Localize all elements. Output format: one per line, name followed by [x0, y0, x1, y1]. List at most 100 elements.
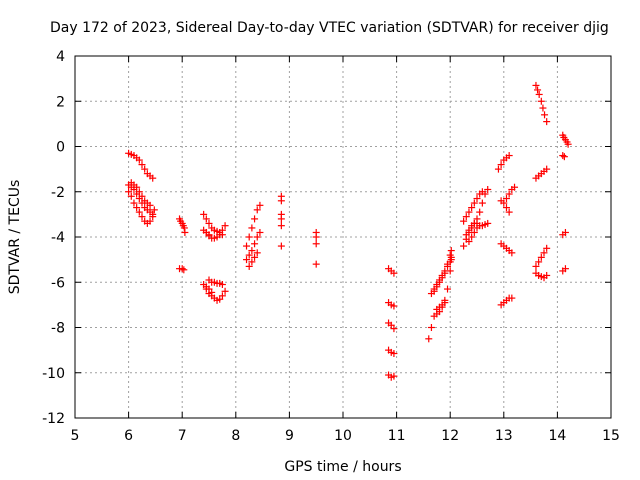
x-tick-label: 13 — [495, 428, 513, 444]
data-point — [559, 152, 567, 160]
data-point — [248, 247, 256, 255]
data-point — [497, 161, 505, 169]
data-point — [150, 206, 158, 214]
data-point — [473, 224, 481, 232]
x-tick-label: 5 — [71, 428, 80, 444]
data-point — [543, 271, 551, 279]
data-point — [541, 111, 549, 119]
data-point — [543, 118, 551, 126]
data-point — [543, 165, 551, 173]
data-point — [146, 201, 154, 209]
data-point — [537, 97, 545, 105]
data-point — [312, 240, 320, 248]
data-point — [390, 350, 398, 358]
x-tick-label: 15 — [602, 428, 620, 444]
y-tick-label: -2 — [51, 185, 65, 201]
data-point — [508, 249, 516, 257]
chart-title: Day 172 of 2023, Sidereal Day-to-day VTE… — [50, 20, 609, 36]
data-point — [465, 238, 473, 246]
data-point — [277, 222, 285, 230]
data-point — [505, 152, 513, 160]
data-point — [149, 213, 157, 221]
y-tick-label: 4 — [56, 49, 65, 65]
data-point — [218, 226, 226, 234]
data-point — [540, 249, 548, 257]
data-point — [502, 204, 510, 212]
data-point — [502, 195, 510, 203]
data-point — [312, 233, 320, 241]
y-axis-label: SDTVAR / TECUs — [7, 180, 23, 295]
data-point — [205, 231, 213, 239]
data-point — [248, 258, 256, 266]
data-point — [446, 251, 454, 259]
data-point — [468, 233, 476, 241]
y-tick-label: -10 — [42, 366, 65, 382]
data-point — [561, 265, 569, 273]
data-point — [245, 233, 253, 241]
data-point — [505, 190, 513, 198]
data-point — [205, 219, 213, 227]
data-point — [130, 199, 138, 207]
y-tick-label: -6 — [51, 275, 65, 291]
data-point — [460, 217, 468, 225]
y-tick-label: -4 — [51, 230, 65, 246]
data-point — [218, 281, 226, 289]
axis-ticks: 5 6 7 8 9 10 11 12 13 14 15 -12 -10 -8 -6 -4 -2 0 2 4 — [42, 49, 620, 444]
data-point — [390, 372, 398, 380]
data-point — [135, 188, 143, 196]
x-tick-label: 11 — [388, 428, 406, 444]
data-point — [138, 192, 146, 200]
data-point — [312, 260, 320, 268]
data-point — [256, 228, 264, 236]
data-point — [441, 299, 449, 307]
data-point — [253, 233, 261, 241]
data-point — [508, 294, 516, 302]
x-tick-label: 7 — [178, 428, 187, 444]
data-point — [243, 256, 251, 264]
data-point — [438, 274, 446, 282]
data-point — [465, 226, 473, 234]
x-tick-label: 12 — [441, 428, 459, 444]
data-point — [141, 165, 149, 173]
data-point — [138, 161, 146, 169]
x-tick-label: 6 — [124, 428, 133, 444]
y-tick-label: 0 — [56, 140, 65, 156]
data-point — [277, 215, 285, 223]
data-point — [444, 260, 452, 268]
data-point — [447, 247, 455, 255]
x-tick-label: 14 — [548, 428, 566, 444]
data-point — [138, 213, 146, 221]
data-point — [146, 217, 154, 225]
data-point — [478, 199, 486, 207]
data-point — [218, 292, 226, 300]
data-point — [256, 201, 264, 209]
data-point — [251, 215, 259, 223]
data-point — [462, 231, 470, 239]
data-point — [534, 86, 542, 94]
data-point — [484, 185, 492, 193]
data-point — [243, 242, 251, 250]
data-point — [433, 283, 441, 291]
data-point — [460, 242, 468, 250]
data-point — [539, 104, 547, 112]
data-point — [135, 156, 143, 164]
data-point — [216, 231, 224, 239]
data-point — [390, 325, 398, 333]
data-point — [478, 188, 486, 196]
x-tick-label: 9 — [285, 428, 294, 444]
data-points — [125, 81, 572, 381]
data-point — [532, 262, 540, 270]
data-point — [438, 303, 446, 311]
y-tick-label: -8 — [51, 321, 65, 337]
data-point — [505, 208, 513, 216]
data-point — [435, 308, 443, 316]
data-point — [208, 288, 216, 296]
data-point — [221, 222, 229, 230]
data-point — [125, 188, 133, 196]
data-point — [133, 183, 141, 191]
data-point — [435, 278, 443, 286]
data-point — [390, 269, 398, 277]
data-point — [251, 240, 259, 248]
data-point — [535, 258, 543, 266]
data-point — [430, 287, 438, 295]
